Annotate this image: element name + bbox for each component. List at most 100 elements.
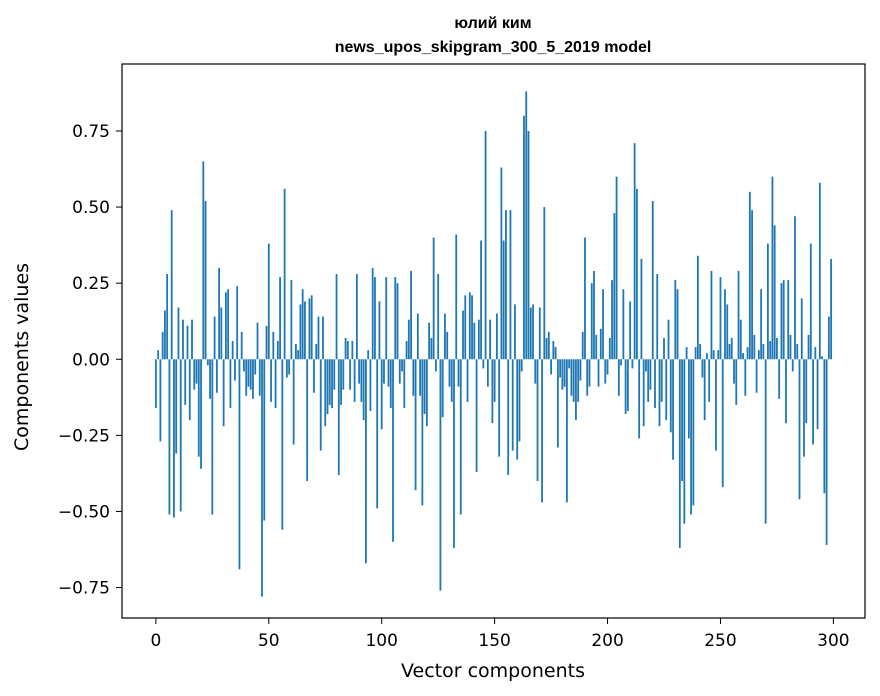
bar	[297, 350, 300, 360]
bar	[696, 255, 699, 360]
bar	[369, 359, 372, 412]
bar	[480, 240, 482, 360]
bar	[301, 289, 304, 360]
bar	[595, 334, 598, 360]
bar	[405, 341, 408, 360]
bar	[631, 359, 634, 369]
bar	[602, 289, 604, 360]
bar	[383, 359, 385, 384]
bar	[669, 359, 672, 433]
bar	[760, 289, 763, 360]
bar	[252, 359, 254, 399]
bar	[387, 359, 390, 387]
bar	[193, 359, 196, 390]
bar	[473, 322, 476, 360]
bar	[769, 341, 772, 360]
bar	[423, 359, 426, 415]
bar	[378, 301, 381, 360]
bar	[717, 350, 720, 360]
bars-group	[154, 91, 833, 597]
bar	[665, 359, 668, 421]
bar	[645, 359, 647, 372]
bar	[195, 359, 198, 384]
bar	[464, 295, 467, 360]
bar	[218, 267, 221, 360]
bar	[403, 359, 406, 408]
bar	[344, 337, 347, 360]
bar	[191, 319, 193, 360]
bar	[164, 310, 166, 360]
bar	[556, 359, 559, 448]
bar	[701, 359, 704, 378]
bar	[367, 350, 370, 360]
bar	[721, 359, 724, 488]
bar	[561, 359, 564, 390]
bar	[554, 347, 557, 360]
bar	[529, 307, 532, 360]
bar	[520, 359, 523, 372]
bar	[157, 350, 160, 360]
bar	[746, 347, 749, 360]
bar	[764, 359, 767, 524]
bar	[398, 359, 401, 384]
bar	[270, 359, 272, 402]
bar	[236, 286, 239, 360]
bar	[254, 359, 257, 375]
bar	[306, 359, 309, 482]
bar	[240, 331, 243, 360]
bar	[276, 341, 279, 360]
bar	[798, 359, 801, 500]
bar	[342, 359, 345, 390]
bar	[380, 359, 383, 430]
bar	[622, 289, 625, 360]
y-axis: −0.75 −0.50 −0.25 0.00 0.25 0.50 0.75	[58, 122, 122, 599]
bar	[265, 325, 268, 360]
bar	[509, 210, 512, 360]
bar	[708, 359, 711, 402]
bar	[186, 325, 189, 360]
bar	[823, 359, 826, 494]
bar	[229, 359, 232, 408]
bar	[215, 359, 218, 393]
bar	[396, 283, 399, 360]
bar	[292, 359, 295, 445]
bar	[825, 359, 828, 545]
bar	[663, 337, 665, 360]
bar	[683, 359, 686, 524]
bar	[780, 283, 783, 360]
bar	[565, 359, 568, 503]
bar	[281, 359, 284, 530]
bar	[410, 270, 412, 360]
bar	[626, 359, 629, 412]
bar	[647, 359, 650, 402]
bar	[606, 359, 609, 375]
bar	[505, 210, 507, 360]
bar	[173, 359, 175, 518]
bar	[694, 347, 697, 360]
y-tick-label: −0.50	[58, 502, 110, 522]
bar	[168, 359, 171, 515]
bar	[453, 359, 455, 548]
bar	[428, 322, 431, 360]
bar	[166, 274, 169, 360]
bar	[206, 359, 209, 366]
bar	[261, 359, 263, 597]
bar	[283, 188, 286, 360]
bar	[279, 277, 281, 360]
bar	[726, 304, 729, 360]
bar	[371, 267, 374, 360]
bar	[182, 319, 184, 360]
bar	[809, 243, 812, 360]
bar	[706, 353, 708, 360]
bar	[514, 304, 516, 360]
bar	[827, 316, 830, 360]
bar	[778, 359, 781, 399]
bar	[699, 344, 702, 360]
bar	[710, 270, 713, 360]
bar	[728, 344, 731, 360]
bar	[326, 359, 329, 415]
bar	[735, 359, 738, 405]
bar	[324, 359, 327, 427]
bar	[353, 359, 356, 402]
